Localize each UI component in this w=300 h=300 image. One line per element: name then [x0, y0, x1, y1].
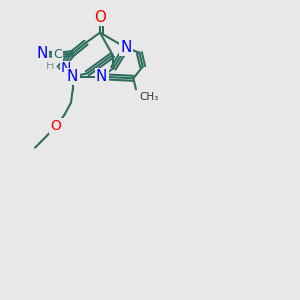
Text: N: N: [120, 40, 132, 55]
Text: N: N: [67, 69, 78, 84]
Text: N: N: [60, 61, 71, 75]
Text: CH₃: CH₃: [139, 92, 158, 102]
Text: N: N: [37, 46, 48, 61]
Text: O: O: [51, 119, 62, 133]
Text: H: H: [46, 61, 54, 71]
Text: C: C: [53, 49, 62, 62]
Text: N: N: [96, 69, 107, 84]
Text: O: O: [94, 10, 106, 25]
